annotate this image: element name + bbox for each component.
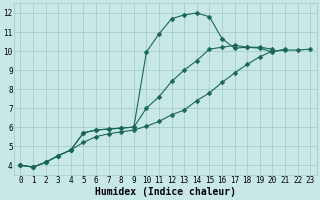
X-axis label: Humidex (Indice chaleur): Humidex (Indice chaleur) (95, 186, 236, 197)
